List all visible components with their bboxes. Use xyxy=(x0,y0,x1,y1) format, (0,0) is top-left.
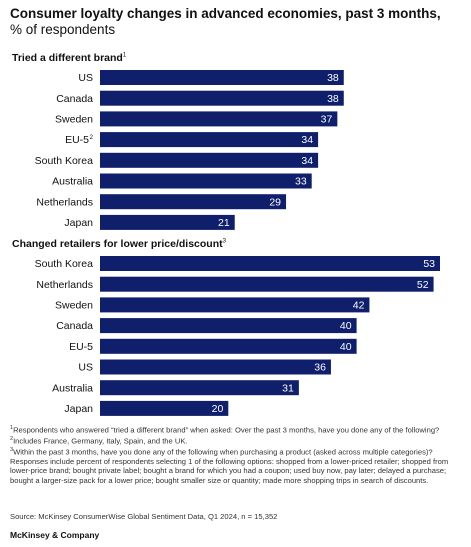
category-label-australia: Australia xyxy=(52,176,93,188)
value-label-australia: 33 xyxy=(295,176,307,188)
footnote-2: 2Includes France, Germany, Italy, Spain,… xyxy=(10,435,460,446)
category-label-netherlands: Netherlands xyxy=(36,196,93,208)
section-title-retailer-text: Changed retailers for lower price/discou… xyxy=(12,238,223,250)
category-label-canada: Canada xyxy=(56,93,93,105)
category-label-us: US xyxy=(78,362,93,374)
footnotes: 1Respondents who answered “tried a diffe… xyxy=(10,424,460,485)
retailer-bar-chart: South Korea 53 Netherlands 52 Sweden 42 Canada… xyxy=(35,256,440,416)
footnote-3-mark: 3 xyxy=(10,446,14,453)
bar-us xyxy=(100,70,344,85)
section-title-brand-note: 1 xyxy=(122,52,127,59)
value-label-us: 38 xyxy=(327,72,339,84)
section-title-retailer-note: 3 xyxy=(222,238,226,245)
footnote-2-text: Includes France, Germany, Italy, Spain, … xyxy=(13,436,188,446)
brand-logo-text: McKinsey & Company xyxy=(10,530,100,540)
category-label-japan: Japan xyxy=(64,217,93,229)
section-title-brand: Tried a different brand1 xyxy=(12,52,126,64)
category-label-canada: Canada xyxy=(56,320,93,332)
bar-eu-5 xyxy=(100,132,319,148)
bar-netherlands xyxy=(100,276,434,292)
category-label-australia: Australia xyxy=(52,382,93,394)
footnote-2-mark: 2 xyxy=(10,435,14,442)
footnote-1-text: Respondents who answered “tried a differ… xyxy=(13,425,440,435)
section-title-retailer: Changed retailers for lower price/discou… xyxy=(12,238,226,250)
value-label-sweden: 37 xyxy=(321,114,333,126)
bar-netherlands xyxy=(100,194,287,210)
value-label-sweden: 42 xyxy=(353,300,365,312)
category-label-us: US xyxy=(78,72,93,84)
bar-canada xyxy=(100,318,357,334)
brand-bar-chart: US 38 Canada 38 Sweden 37 2EU-5 34 South Korea 34… xyxy=(35,70,344,230)
value-label-australia: 31 xyxy=(282,382,294,394)
category-label-south-korea: South Korea xyxy=(35,155,94,167)
value-label-south-korea: 53 xyxy=(423,258,435,270)
category-label-netherlands: Netherlands xyxy=(36,279,93,291)
value-label-canada: 40 xyxy=(340,320,352,332)
bar-south-korea xyxy=(100,256,440,271)
chart-title-text: Consumer loyalty changes in advanced eco… xyxy=(10,6,441,21)
value-label-eu-5: 34 xyxy=(301,134,313,146)
category-label-eu-5: EU-5 xyxy=(69,341,93,353)
category-label-eu-5: EU-5 xyxy=(65,134,89,146)
bar-sweden xyxy=(100,111,338,127)
category-label-japan: Japan xyxy=(64,403,93,415)
category-label-sweden: Sweden xyxy=(55,300,93,312)
bar-australia xyxy=(100,380,299,396)
footnote-3: 3Within the past 3 months, have you done… xyxy=(10,446,460,485)
footnote-1: 1Respondents who answered “tried a diffe… xyxy=(10,424,460,435)
bar-canada xyxy=(100,90,344,106)
section-title-brand-text: Tried a different brand xyxy=(12,52,123,64)
footnote-3-text: Within the past 3 months, have you done … xyxy=(10,447,449,485)
bar-sweden xyxy=(100,297,370,313)
bar-south-korea xyxy=(100,152,319,168)
value-label-south-korea: 34 xyxy=(301,155,313,167)
value-label-netherlands: 29 xyxy=(269,196,281,208)
value-label-japan: 20 xyxy=(212,403,224,415)
value-label-japan: 21 xyxy=(218,217,230,229)
bar-australia xyxy=(100,173,312,189)
bar-eu-5 xyxy=(100,338,357,354)
value-label-eu-5: 40 xyxy=(340,341,352,353)
bar-japan xyxy=(100,400,229,416)
category-note-eu-5: 2 xyxy=(90,135,94,141)
value-label-us: 36 xyxy=(314,362,326,374)
bar-us xyxy=(100,359,331,375)
source-note: Source: McKinsey ConsumerWise Global Sen… xyxy=(10,512,278,521)
chart-title: Consumer loyalty changes in advanced eco… xyxy=(10,6,465,38)
category-label-south-korea: South Korea xyxy=(35,258,94,270)
value-label-canada: 38 xyxy=(327,93,339,105)
bar-japan xyxy=(100,214,235,230)
category-label-sweden: Sweden xyxy=(55,114,93,126)
footnote-1-mark: 1 xyxy=(10,425,14,431)
value-label-netherlands: 52 xyxy=(417,279,429,291)
chart-subtitle: % of respondents xyxy=(10,22,116,37)
